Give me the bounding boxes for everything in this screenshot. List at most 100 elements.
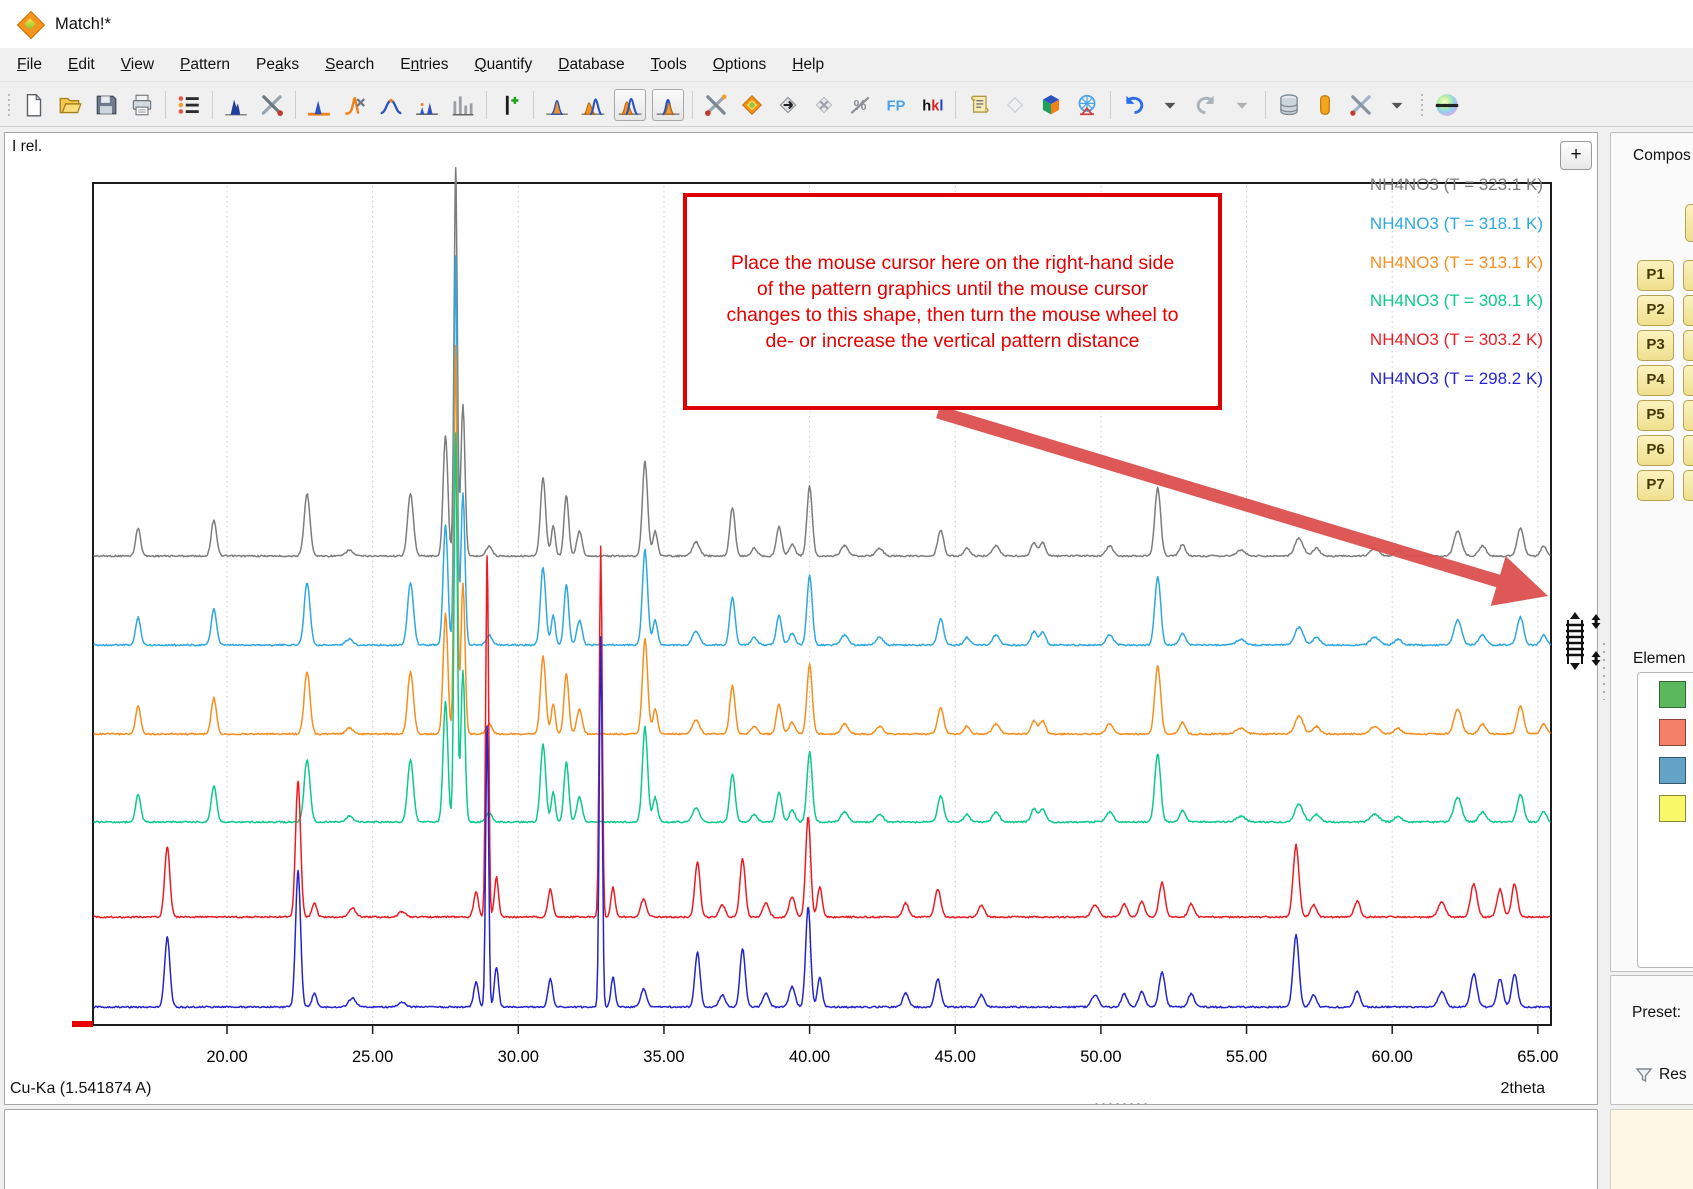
menu-entries[interactable]: Entries bbox=[400, 55, 449, 73]
profile-fitting-icon[interactable] bbox=[578, 90, 608, 120]
diffraction-pattern-wheel-icon[interactable] bbox=[1072, 90, 1102, 120]
new-document-icon[interactable] bbox=[19, 90, 49, 120]
pattern-button-cutoff-4[interactable] bbox=[1683, 400, 1693, 431]
pattern-button-p4[interactable]: P4 bbox=[1637, 365, 1674, 396]
svg-text:FP: FP bbox=[887, 98, 906, 114]
print-icon[interactable] bbox=[127, 90, 157, 120]
element-color-swatch-1[interactable] bbox=[1659, 719, 1686, 746]
pattern-button-cutoff-6[interactable] bbox=[1683, 470, 1693, 501]
search-match-settings-icon[interactable] bbox=[701, 90, 731, 120]
menu-view[interactable]: View bbox=[120, 55, 155, 73]
toolbar-separator bbox=[533, 90, 534, 119]
origin-marker bbox=[72, 1021, 93, 1027]
toolbar-separator bbox=[295, 90, 296, 119]
entry-remove-icon bbox=[809, 90, 839, 120]
pattern-button-p5[interactable]: P5 bbox=[1637, 400, 1674, 431]
undo-dropdown-icon[interactable] bbox=[1155, 90, 1185, 120]
menu-options[interactable]: Options bbox=[712, 55, 767, 73]
reference-database-icon[interactable] bbox=[1274, 90, 1304, 120]
menu-quantify[interactable]: Quantify bbox=[474, 55, 533, 73]
funnel-icon bbox=[1635, 1068, 1653, 1083]
pattern-button-cutoff-0[interactable] bbox=[1683, 260, 1693, 291]
intensity-bars-icon[interactable] bbox=[448, 90, 478, 120]
data-column-icon[interactable] bbox=[1310, 90, 1340, 120]
open-file-icon[interactable] bbox=[55, 90, 85, 120]
pattern-edit-tools-icon[interactable] bbox=[257, 90, 287, 120]
pattern-curve-1 bbox=[93, 255, 1552, 647]
settings-tools-icon[interactable] bbox=[1346, 90, 1376, 120]
peak-search-icon[interactable] bbox=[542, 90, 572, 120]
pattern-button-p2[interactable]: P2 bbox=[1637, 295, 1674, 326]
smooth-raw-data-icon[interactable] bbox=[376, 90, 406, 120]
pattern-button-p6[interactable]: P6 bbox=[1637, 435, 1674, 466]
x-tick-label: 35.00 bbox=[643, 1048, 684, 1066]
toolbar-separator bbox=[1265, 90, 1266, 119]
toolbar: % FP hkl bbox=[0, 83, 1693, 127]
element-color-swatch-0[interactable] bbox=[1659, 681, 1686, 708]
x-tick-label: 60.00 bbox=[1372, 1048, 1413, 1066]
pattern-curve-3 bbox=[93, 432, 1552, 824]
pattern-button-cutoff-1[interactable] bbox=[1683, 295, 1693, 326]
plot-frame bbox=[92, 182, 1552, 1026]
menu-edit[interactable]: Edit bbox=[67, 55, 95, 73]
toolbar-separator bbox=[1110, 90, 1111, 119]
strip-kalpha2-icon[interactable] bbox=[340, 90, 370, 120]
horizontal-splitter-handle[interactable] bbox=[1093, 1101, 1147, 1107]
composition-button-cutoff[interactable] bbox=[1685, 204, 1693, 242]
menu-tools[interactable]: Tools bbox=[650, 55, 687, 73]
annotation-line-0: Place the mouse cursor here on the right… bbox=[730, 251, 1175, 274]
annotation-line-2: changes to this shape, then turn the mou… bbox=[726, 303, 1179, 326]
menu-search[interactable]: Search bbox=[325, 55, 375, 73]
x-tick-label: 65.00 bbox=[1517, 1048, 1558, 1066]
pattern-button-p1[interactable]: P1 bbox=[1637, 260, 1674, 291]
pattern-button-cutoff-5[interactable] bbox=[1683, 435, 1693, 466]
vertical-splitter-handle[interactable] bbox=[1602, 640, 1606, 700]
settings-dropdown-icon[interactable] bbox=[1382, 90, 1412, 120]
element-color-swatch-3[interactable] bbox=[1659, 795, 1686, 822]
x-tick-label: 25.00 bbox=[352, 1048, 393, 1066]
raw-data-pattern-icon[interactable] bbox=[221, 90, 251, 120]
peak-baseline-icon[interactable] bbox=[304, 90, 334, 120]
anode-wavelength-label: Cu-Ka (1.541874 A) bbox=[10, 1080, 152, 1097]
element-color-swatch-2[interactable] bbox=[1659, 757, 1686, 784]
subtract-background-icon[interactable] bbox=[412, 90, 442, 120]
redo-dropdown-icon bbox=[1227, 90, 1257, 120]
menu-peaks[interactable]: Peaks bbox=[256, 55, 300, 73]
unit-cell-cube-icon[interactable] bbox=[1036, 90, 1066, 120]
toolbar-drag-handle[interactable] bbox=[1419, 90, 1425, 119]
color-sphere-icon[interactable] bbox=[1432, 90, 1462, 120]
hkl-label-icon[interactable]: hkl bbox=[917, 90, 947, 120]
zoom-in-button[interactable]: + bbox=[1560, 141, 1592, 170]
entry-navigate-icon[interactable] bbox=[773, 90, 803, 120]
x-tick-label: 40.00 bbox=[789, 1048, 830, 1066]
pattern-button-p7[interactable]: P7 bbox=[1637, 470, 1674, 501]
toolbar-separator bbox=[165, 90, 166, 119]
x-tick-label: 50.00 bbox=[1080, 1048, 1121, 1066]
diffraction-pattern-chart[interactable]: 20.00 25.00 30.00 35.00 40.00 45.00 50.00 55.00… bbox=[4, 132, 1598, 1105]
window-title: Match!* bbox=[55, 14, 111, 33]
menu-bar: File Edit View Pattern Peaks Search Entries Qua… bbox=[0, 48, 1693, 82]
preset-panel: Preset: Res bbox=[1610, 975, 1693, 1105]
menu-database[interactable]: Database bbox=[558, 55, 625, 73]
report-list-icon[interactable] bbox=[964, 90, 994, 120]
peak-search-match-icon[interactable] bbox=[614, 88, 646, 121]
svg-text:hkl: hkl bbox=[922, 98, 943, 114]
menu-file[interactable]: File bbox=[17, 55, 42, 73]
restraints-row[interactable]: Res bbox=[1635, 1066, 1687, 1084]
menu-pattern[interactable]: Pattern bbox=[180, 55, 231, 73]
pattern-button-p3[interactable]: P3 bbox=[1637, 330, 1674, 361]
peak-list-icon[interactable] bbox=[174, 90, 204, 120]
fp-label-icon[interactable]: FP bbox=[881, 90, 911, 120]
undo-icon[interactable] bbox=[1119, 90, 1149, 120]
pattern-button-cutoff-3[interactable] bbox=[1683, 365, 1693, 396]
pattern-button-cutoff-2[interactable] bbox=[1683, 330, 1693, 361]
profile-fit-toggle-icon[interactable] bbox=[652, 88, 684, 121]
pattern-curve-4 bbox=[93, 545, 1551, 919]
save-icon[interactable] bbox=[91, 90, 121, 120]
match-entry-diamond-icon[interactable] bbox=[737, 90, 767, 120]
pattern-curve-5 bbox=[93, 636, 1552, 1009]
toolbar-drag-handle[interactable] bbox=[6, 90, 12, 119]
add-peak-icon[interactable] bbox=[495, 90, 525, 120]
menu-help[interactable]: Help bbox=[792, 55, 825, 73]
